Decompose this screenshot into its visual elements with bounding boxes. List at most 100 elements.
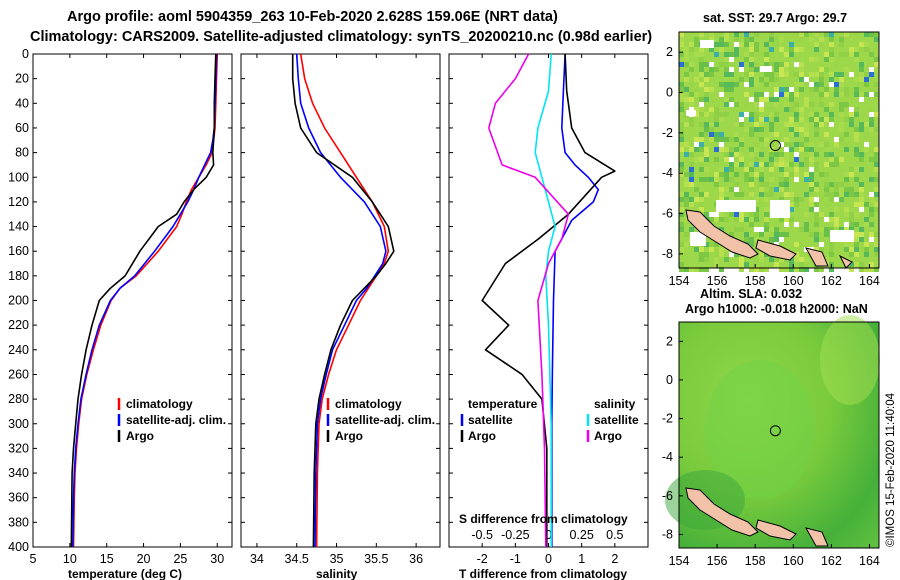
sst-cell: [704, 112, 709, 117]
sst-cell: [789, 142, 794, 147]
sst-cell: [824, 117, 829, 122]
sst-cell: [804, 127, 809, 132]
sst-cell: [694, 97, 699, 102]
sst-cell: [729, 177, 734, 182]
sst-cell: [854, 112, 859, 117]
sst-cell: [829, 197, 834, 202]
temperature-panel: 0 20 40 60 80 100 120 140 160 180 200 220 240 260 280 3…: [8, 47, 233, 580]
sst-cell: [794, 257, 799, 262]
sst-cell: [814, 47, 819, 52]
sst-cell: [769, 112, 774, 117]
s-tick-label: 0.25: [569, 528, 593, 542]
sst-cell: [754, 212, 759, 217]
sst-cell: [724, 32, 729, 37]
sst-cell: [744, 72, 749, 77]
sst-cell: [834, 92, 839, 97]
sst-cell: [759, 267, 764, 272]
sst-cell: [774, 132, 779, 137]
sst-cell: [819, 37, 824, 42]
sst-cell: [679, 97, 684, 102]
sst-cell: [874, 247, 879, 252]
sst-cell: [739, 112, 744, 117]
sst-cell: [804, 82, 809, 87]
sst-cell: [714, 107, 719, 112]
sst-cell: [864, 242, 869, 247]
sst-cell: [864, 147, 869, 152]
sst-cell: [679, 42, 684, 47]
sst-cell: [724, 42, 729, 47]
map-y-tick-label: 2: [666, 334, 673, 348]
sst-cell: [779, 37, 784, 42]
sst-cell: [739, 172, 744, 177]
difference-depth-ticks: [449, 53, 648, 548]
sst-cell: [684, 77, 689, 82]
x-tick-label: 0: [545, 552, 552, 566]
sst-cell: [699, 107, 704, 112]
sst-cell: [719, 117, 724, 122]
sst-cell: [874, 162, 879, 167]
sst-cell: [824, 187, 829, 192]
sst-cell: [764, 52, 769, 57]
sst-cell: [684, 152, 689, 157]
sst-cell: [869, 212, 874, 217]
series-line-argo: [70, 53, 217, 548]
sst-cell: [774, 117, 779, 122]
sst-cell: [719, 42, 724, 47]
sst-cell: [724, 147, 729, 152]
sst-cell: [734, 147, 739, 152]
sst-cell: [774, 112, 779, 117]
sst-cell: [814, 242, 819, 247]
sst-cell: [729, 67, 734, 72]
sst-cell: [864, 202, 869, 207]
sst-cell: [854, 212, 859, 217]
map-x-tick-label: 154: [669, 554, 690, 568]
sst-cell: [844, 132, 849, 137]
sst-cell: [779, 232, 784, 237]
sst-cell: [819, 102, 824, 107]
depth-tick-label: 280: [8, 392, 29, 406]
sst-cell: [754, 132, 759, 137]
sst-cell: [874, 237, 879, 242]
sst-cell: [714, 252, 719, 257]
sst-cell: [729, 87, 734, 92]
sst-cell: [689, 227, 694, 232]
sst-cell: [814, 117, 819, 122]
sst-cell: [689, 67, 694, 72]
sst-cell: [859, 202, 864, 207]
sst-cell: [764, 142, 769, 147]
sst-cell: [779, 162, 784, 167]
sst-cell: [759, 127, 764, 132]
sst-cell: [709, 72, 714, 77]
sst-cell: [814, 127, 819, 132]
sst-cell: [704, 147, 709, 152]
sst-cell: [679, 127, 684, 132]
sst-cell: [854, 77, 859, 82]
sst-cell: [834, 182, 839, 187]
sst-cell: [794, 132, 799, 137]
sst-cell: [829, 57, 834, 62]
s-tick-label: 0.5: [606, 528, 623, 542]
sst-cell: [799, 47, 804, 52]
sst-cell: [794, 167, 799, 172]
difference-legend: temperature salinity satellite Argo sate…: [460, 397, 639, 443]
sst-cell: [699, 102, 704, 107]
sst-cell: [789, 107, 794, 112]
sst-cell: [764, 117, 769, 122]
sst-cell: [804, 77, 809, 82]
map-x-tick-label: 156: [707, 554, 728, 568]
sst-cell: [789, 192, 794, 197]
sst-cell: [799, 197, 804, 202]
legend-argo-label: Argo: [335, 429, 363, 443]
title-line-1: Argo profile: aoml 5904359_263 10-Feb-20…: [67, 9, 558, 25]
sst-cell: [804, 122, 809, 127]
sst-cell: [749, 217, 754, 222]
sst-cell: [834, 87, 839, 92]
sst-cell: [844, 107, 849, 112]
sst-cell: [729, 137, 734, 142]
sst-cell: [854, 167, 859, 172]
sst-cell: [704, 167, 709, 172]
sst-cell: [874, 62, 879, 67]
sst-cell: [694, 147, 699, 152]
difference-s-ticks: -0.5 -0.25 0 0.25 0.5: [471, 528, 623, 542]
